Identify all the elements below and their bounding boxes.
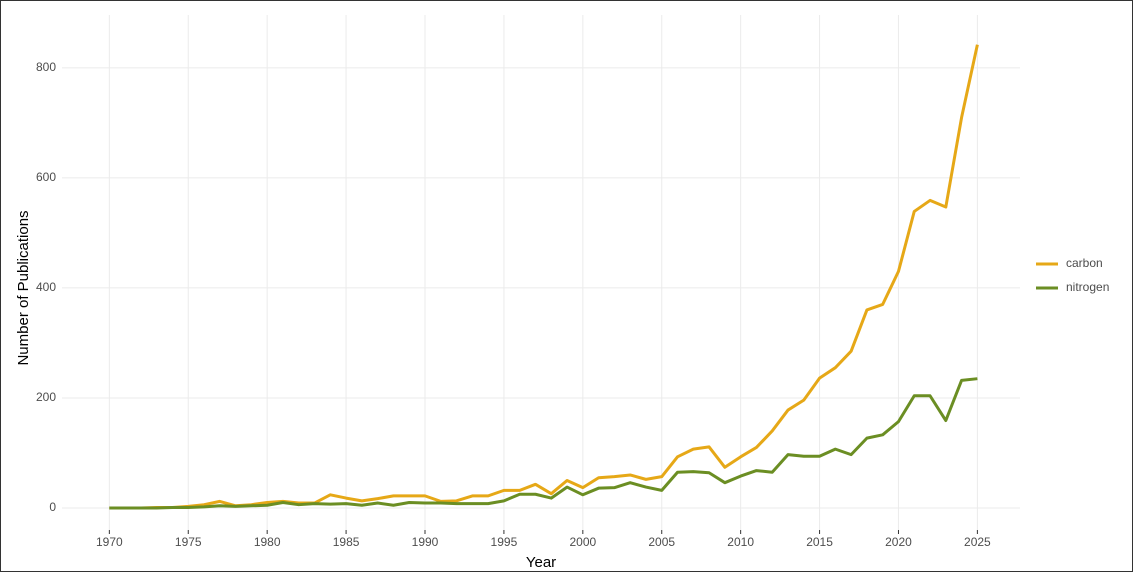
legend-label: nitrogen (1066, 280, 1109, 294)
y-tick-label: 0 (49, 500, 56, 514)
x-tick-label: 1985 (333, 535, 360, 549)
y-tick-label: 800 (36, 60, 56, 74)
legend-label: carbon (1066, 256, 1103, 270)
x-tick-label: 1980 (254, 535, 281, 549)
x-tick-label: 2005 (648, 535, 675, 549)
x-tick-label: 1975 (175, 535, 202, 549)
x-tick-label: 2025 (964, 535, 991, 549)
y-tick-label: 600 (36, 170, 56, 184)
y-tick-label: 400 (36, 280, 56, 294)
line (109, 377, 978, 510)
x-tick-label: 1995 (491, 535, 518, 549)
x-tick-label: 2000 (569, 535, 596, 549)
y-axis-title: Number of Publications (15, 210, 32, 365)
x-tick-label: 2020 (885, 535, 912, 549)
x-axis-title: Year (526, 554, 556, 571)
x-tick-label: 2010 (727, 535, 754, 549)
line (109, 44, 979, 510)
x-tick-label: 2015 (806, 535, 833, 549)
x-tick-label: 1970 (96, 535, 123, 549)
y-tick-label: 200 (36, 390, 56, 404)
x-tick-label: 1990 (412, 535, 439, 549)
